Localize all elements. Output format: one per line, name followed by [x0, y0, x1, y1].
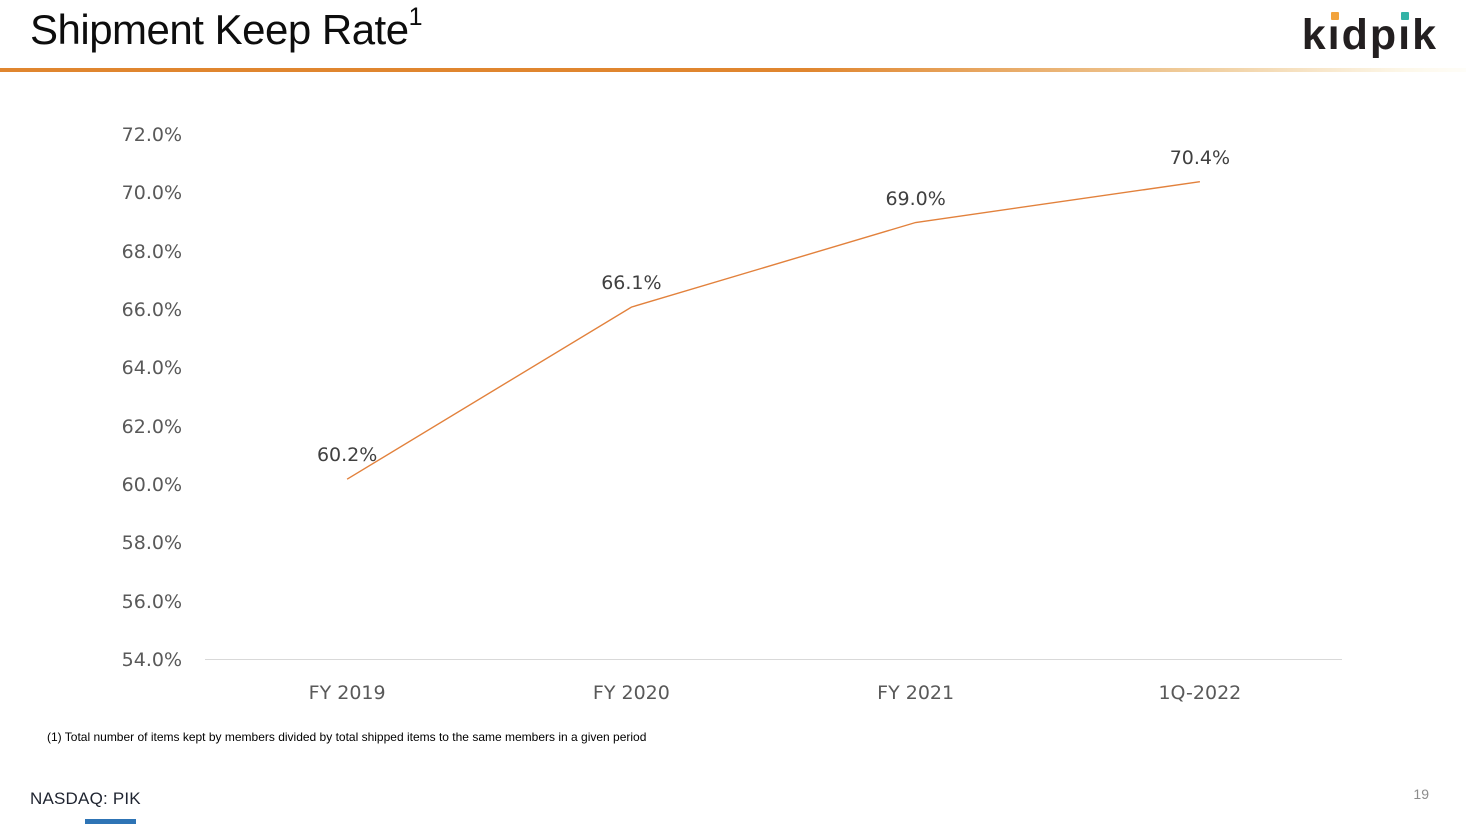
logo-letter-i: ı — [1398, 11, 1413, 59]
series-line — [346, 181, 1200, 480]
logo-letter: p — [1369, 11, 1399, 59]
logo-i-dot — [1401, 12, 1410, 20]
title-footnote-marker: 1 — [408, 3, 423, 31]
page-title: Shipment Keep Rate1 — [30, 3, 423, 54]
logo-letter: d — [1341, 11, 1370, 59]
footnote: (1) Total number of items kept by member… — [47, 730, 647, 744]
page-number: 19 — [1413, 786, 1429, 802]
logo-letter: k — [1301, 11, 1328, 59]
header-accent-line — [0, 68, 1466, 72]
page-title-text: Shipment Keep Rate — [30, 6, 409, 53]
bottom-accent-bar — [85, 819, 136, 824]
kidpik-logo: kı dpı k — [1302, 8, 1438, 62]
logo-i-dot — [1330, 12, 1339, 20]
x-axis-line — [205, 659, 1342, 660]
nasdaq-ticker: NASDAQ: PIK — [30, 789, 141, 808]
logo-letter-i: ı — [1327, 11, 1342, 59]
logo-letter: k — [1412, 11, 1438, 59]
